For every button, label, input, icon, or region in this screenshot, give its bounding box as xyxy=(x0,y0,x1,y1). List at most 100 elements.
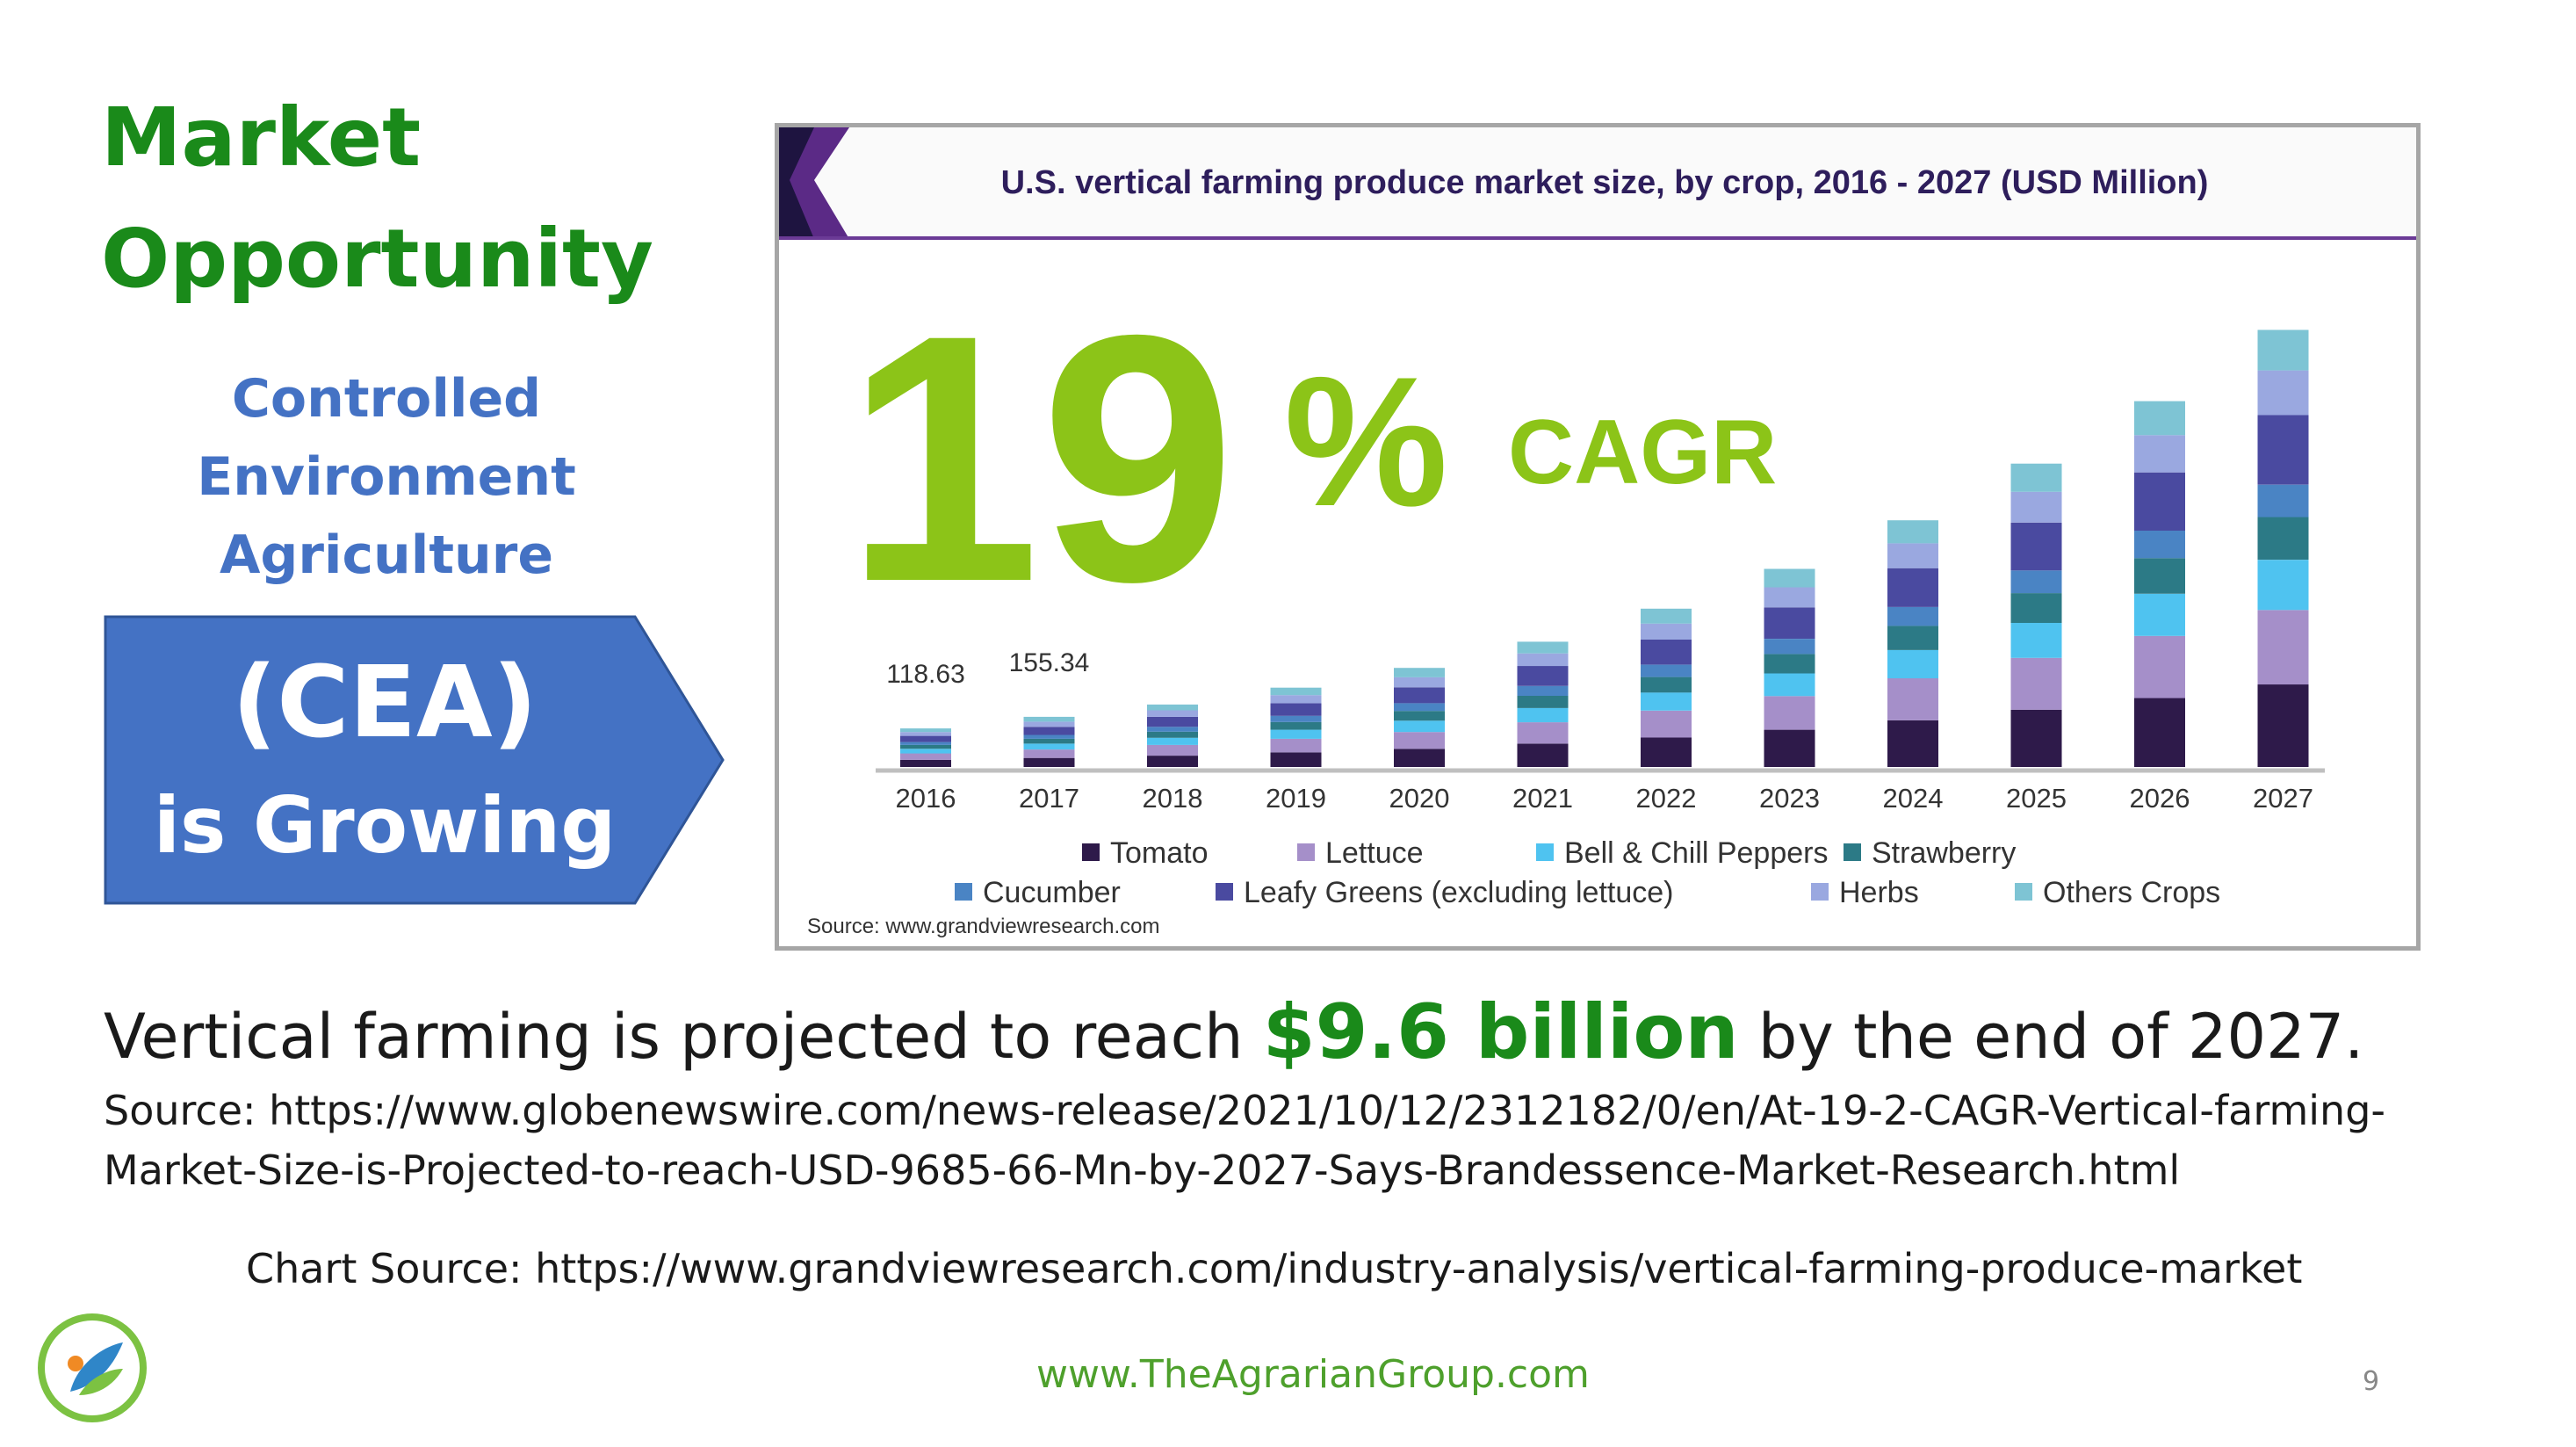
bar-segment-2018-bell-chill-peppers xyxy=(1147,737,1198,745)
bar-segment-2026-others-crops xyxy=(2134,401,2185,436)
x-tick-label-2022: 2022 xyxy=(1636,783,1697,814)
chart-inner-source: Source: www.grandviewresearch.com xyxy=(807,915,1160,938)
x-axis-labels: 2016 2017 2018 2019 2020 2021 2022 2023 2024 2025… xyxy=(896,783,2313,814)
legend-label-cucumber: Cucumber xyxy=(983,876,1121,909)
website-link[interactable]: www.TheAgrarianGroup.com xyxy=(1036,1352,1590,1397)
cagr-number: 19 xyxy=(845,262,1236,655)
slide-title-line1: Market xyxy=(101,90,422,184)
chart-source-citation: Chart Source: https://www.grandviewresea… xyxy=(246,1245,2303,1292)
bar-segment-2022-strawberry xyxy=(1641,676,1692,693)
cea-arrow-shape xyxy=(104,615,725,905)
bar-segment-2019-herbs xyxy=(1270,695,1322,704)
bar-segment-2025-others-crops xyxy=(2010,463,2062,492)
chart-bars xyxy=(900,329,2309,767)
x-tick-label-2020: 2020 xyxy=(1389,783,1450,814)
bar-segment-2017-strawberry xyxy=(1023,738,1075,744)
bar-segment-2021-herbs xyxy=(1517,653,1569,667)
x-tick-label-2024: 2024 xyxy=(1883,783,1944,814)
page-number: 9 xyxy=(2363,1366,2380,1397)
bar-segment-2020-others-crops xyxy=(1394,668,1445,677)
legend-swatch-leafy-greens-excluding-lettuce- xyxy=(1216,883,1233,901)
bar-segment-2023-strawberry xyxy=(1764,654,1815,674)
bar-segment-2026-lettuce xyxy=(2134,635,2185,698)
bar-segment-2024-lettuce xyxy=(1887,678,1938,720)
legend-swatch-others-crops xyxy=(2015,883,2032,901)
bar-segment-2026-cucumber xyxy=(2134,531,2185,559)
bar-segment-2018-cucumber xyxy=(1147,727,1198,732)
bar-segment-2020-lettuce xyxy=(1394,732,1445,749)
bar-segment-2017-leafy-greens-excluding-lettuce- xyxy=(1023,727,1075,735)
bar-segment-2016-others-crops xyxy=(900,728,951,733)
subtitle-line2: Environment xyxy=(197,446,576,508)
bar-segment-2022-cucumber xyxy=(1641,664,1692,677)
bar-segment-2027-herbs xyxy=(2257,370,2309,416)
data-label-2017: 155.34 xyxy=(1009,648,1090,677)
tagline: Vertical farming is projected to reach $… xyxy=(104,980,2363,1089)
bar-segment-2022-others-crops xyxy=(1641,608,1692,624)
bar-segment-2021-bell-chill-peppers xyxy=(1517,707,1569,723)
bar-segment-2025-strawberry xyxy=(2010,593,2062,623)
agrarian-logo-icon xyxy=(38,1313,147,1422)
bar-segment-2016-tomato xyxy=(900,759,951,767)
x-tick-label-2021: 2021 xyxy=(1512,783,1573,814)
bar-segment-2021-others-crops xyxy=(1517,641,1569,654)
bar-segment-2018-lettuce xyxy=(1147,744,1198,756)
x-tick-label-2023: 2023 xyxy=(1759,783,1820,814)
bar-segment-2017-others-crops xyxy=(1023,716,1075,722)
bar-segment-2017-lettuce xyxy=(1023,749,1075,758)
bar-segment-2018-others-crops xyxy=(1147,704,1198,711)
bar-segment-2016-bell-chill-peppers xyxy=(900,749,951,754)
tagline-post: by the end of 2027. xyxy=(1738,1001,2364,1073)
x-tick-label-2017: 2017 xyxy=(1019,783,1079,814)
legend-swatch-tomato xyxy=(1082,843,1100,861)
subtitle-line3: Agriculture xyxy=(219,525,554,586)
chart-frame: U.S. vertical farming produce market siz… xyxy=(775,123,2421,951)
bar-segment-2027-others-crops xyxy=(2257,329,2309,371)
bar-segment-2025-leafy-greens-excluding-lettuce- xyxy=(2010,522,2062,571)
bar-segment-2022-bell-chill-peppers xyxy=(1641,692,1692,711)
legend-label-herbs: Herbs xyxy=(1839,876,1919,909)
bar-segment-2026-strawberry xyxy=(2134,558,2185,594)
bar-segment-2023-cucumber xyxy=(1764,639,1815,655)
source-citation: Source: https://www.globenewswire.com/ne… xyxy=(104,1081,2475,1200)
tagline-pre: Vertical farming is projected to reach xyxy=(104,1001,1263,1073)
bar-segment-2020-bell-chill-peppers xyxy=(1394,720,1445,733)
cagr-percent: % xyxy=(1284,338,1448,545)
bar-segment-2020-leafy-greens-excluding-lettuce- xyxy=(1394,687,1445,704)
bar-segment-2019-others-crops xyxy=(1270,687,1322,696)
bar-segment-2027-cucumber xyxy=(2257,484,2309,517)
slide-subtitle: Controlled Environment Agriculture xyxy=(176,360,597,595)
bar-segment-2019-tomato xyxy=(1270,752,1322,767)
bar-segment-2021-lettuce xyxy=(1517,722,1569,744)
bar-segment-2026-herbs xyxy=(2134,435,2185,473)
bar-segment-2024-cucumber xyxy=(1887,607,1938,626)
legend-label-others-crops: Others Crops xyxy=(2043,876,2220,909)
bar-segment-2025-herbs xyxy=(2010,491,2062,523)
bar-segment-2025-tomato xyxy=(2010,709,2062,767)
bar-segment-2019-bell-chill-peppers xyxy=(1270,729,1322,739)
bar-segment-2027-lettuce xyxy=(2257,610,2309,685)
slide-title-line2: Opportunity xyxy=(101,212,653,306)
bar-segment-2026-tomato xyxy=(2134,698,2185,767)
bar-segment-2016-herbs xyxy=(900,732,951,736)
bar-segment-2018-herbs xyxy=(1147,710,1198,717)
bar-segment-2018-tomato xyxy=(1147,756,1198,767)
bar-segment-2018-leafy-greens-excluding-lettuce- xyxy=(1147,716,1198,727)
bar-segment-2026-leafy-greens-excluding-lettuce- xyxy=(2134,472,2185,531)
subtitle-line1: Controlled xyxy=(231,368,542,430)
bar-segment-2027-strawberry xyxy=(2257,517,2309,561)
legend-label-lettuce: Lettuce xyxy=(1325,836,1424,870)
bar-segment-2019-cucumber xyxy=(1270,715,1322,722)
bar-segment-2022-tomato xyxy=(1641,737,1692,767)
bar-segment-2022-lettuce xyxy=(1641,710,1692,738)
bar-segment-2022-herbs xyxy=(1641,623,1692,640)
bar-segment-2024-strawberry xyxy=(1887,626,1938,650)
bar-segment-2023-tomato xyxy=(1764,729,1815,767)
cea-label: (CEA) xyxy=(232,646,538,760)
source-line1: Source: https://www.globenewswire.com/ne… xyxy=(104,1087,2386,1134)
legend-label-tomato: Tomato xyxy=(1110,836,1209,870)
legend-swatch-cucumber xyxy=(955,883,972,901)
legend-label-bell-chill-peppers: Bell & Chill Peppers xyxy=(1564,836,1828,870)
bar-segment-2021-leafy-greens-excluding-lettuce- xyxy=(1517,666,1569,686)
data-labels: 118.63 155.34 xyxy=(886,648,1089,689)
